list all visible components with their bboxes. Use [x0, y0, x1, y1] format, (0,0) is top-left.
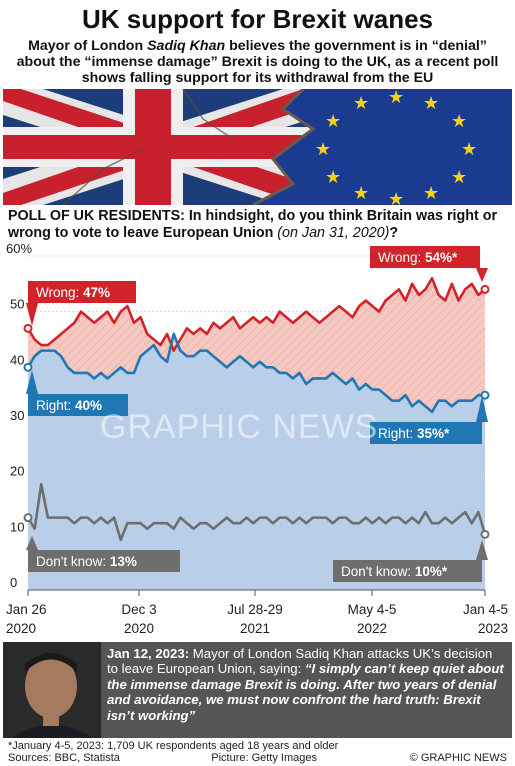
series-line-2: [26, 482, 487, 542]
wrong-end-box: [370, 246, 480, 268]
right-end-pointer: [476, 396, 488, 422]
svg-text:★: ★: [353, 183, 369, 204]
svg-text:★: ★: [325, 111, 341, 132]
poll-chart: 0 10 20 30 40 50 60% Wrong: 47% Wrong: 54%* Right…: [6, 244, 508, 636]
series-line-1: [26, 332, 485, 414]
watermark: GRAPHIC NEWS: [100, 408, 379, 446]
svg-text:★: ★: [315, 139, 331, 160]
y-tick-label: 60%: [6, 244, 32, 256]
x-tick-label: May 4-5: [348, 602, 397, 617]
y-tick-label: 30: [10, 408, 24, 423]
series-start-dot-1: [23, 362, 33, 372]
right-start-box: [28, 394, 128, 416]
series-start-dot-2: [23, 513, 33, 523]
y-tick-label: 0: [10, 575, 17, 590]
right-start-label: Right: 40%: [36, 398, 102, 413]
eu-flag-icon: ★ ★ ★ ★ ★ ★ ★ ★ ★ ★ ★ ★: [253, 89, 512, 205]
wrong-end-pointer: [476, 268, 488, 282]
dk-start-label: Don't know: 13%: [36, 554, 137, 569]
svg-text:★: ★: [461, 139, 477, 160]
wrong-start-label: Wrong: 47%: [36, 285, 110, 300]
wrong-start-pointer: [26, 303, 38, 326]
y-tick-label: 10: [10, 519, 24, 534]
wrong-area: [28, 278, 485, 412]
svg-text:★: ★: [451, 167, 467, 188]
svg-text:★: ★: [388, 89, 404, 108]
wrong-end-label: Wrong: 54%*: [378, 250, 458, 265]
series-end-dot-2: [480, 529, 490, 539]
series-start-dot-0: [23, 323, 33, 333]
svg-text:★: ★: [423, 183, 439, 204]
union-jack-icon: [3, 89, 313, 205]
x-tick-year: 2022: [357, 621, 387, 636]
x-tick-year: 2023: [478, 621, 508, 636]
x-tick-label: Dec 3: [121, 602, 156, 617]
series-line-0: [26, 276, 486, 352]
series-end-dot-0: [480, 284, 490, 294]
dk-end-pointer: [476, 540, 488, 560]
x-tick-year: 2020: [6, 621, 36, 636]
subtitle: Mayor of London Sadiq Khan believes the …: [16, 38, 499, 86]
right-start-pointer: [26, 370, 38, 394]
dk-end-label: Don't know: 10%*: [341, 564, 448, 579]
quote-text: Jan 12, 2023: Mayor of London Sadiq Khan…: [107, 646, 504, 723]
sadiq-khan-photo: [3, 642, 101, 738]
x-tick-label: Jan 26: [6, 602, 47, 617]
dk-start-pointer: [26, 536, 38, 550]
svg-text:★: ★: [388, 189, 404, 205]
x-tick-label: Jan 4-5: [463, 602, 508, 617]
right-end-label: Right: 35%*: [378, 426, 450, 441]
quote-box: Jan 12, 2023: Mayor of London Sadiq Khan…: [3, 642, 512, 738]
flags-image: ★ ★ ★ ★ ★ ★ ★ ★ ★ ★ ★ ★: [3, 89, 512, 205]
y-tick-label: 50: [10, 297, 24, 312]
x-tick-label: Jul 28-29: [227, 602, 283, 617]
footnote: *January 4-5, 2023: 1,709 UK respondents…: [8, 740, 339, 764]
svg-text:★: ★: [451, 111, 467, 132]
svg-text:★: ★: [325, 167, 341, 188]
page-title: UK support for Brexit wanes: [81, 4, 434, 34]
svg-text:★: ★: [353, 93, 369, 114]
x-tick-year: 2020: [124, 621, 154, 636]
y-tick-label: 20: [10, 464, 24, 479]
x-tick-year: 2021: [240, 621, 270, 636]
right-end-box: [370, 422, 482, 444]
dk-start-box: [28, 550, 180, 572]
poll-question: POLL OF UK RESIDENTS: In hindsight, do y…: [8, 208, 498, 241]
dk-end-box: [333, 560, 482, 582]
svg-text:★: ★: [423, 93, 439, 114]
subtitle-name: Sadiq Khan: [147, 38, 226, 54]
series-end-dot-1: [480, 390, 490, 400]
y-tick-label: 40: [10, 352, 24, 367]
credits: Picture: Getty Images © GRAPHIC NEWS: [211, 752, 507, 764]
wrong-start-box: [28, 281, 136, 303]
